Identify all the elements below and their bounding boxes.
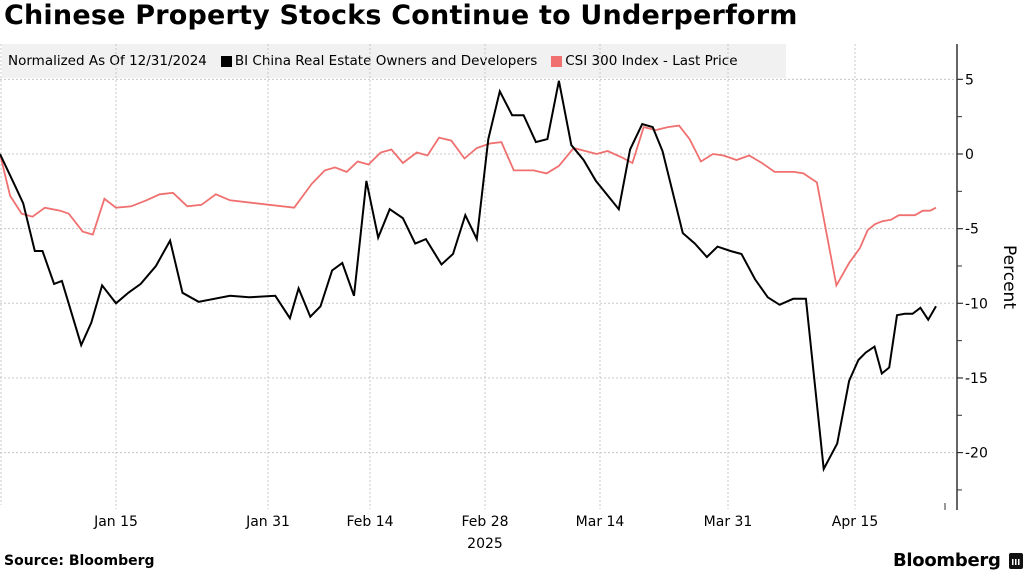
y-tick-label: -10	[965, 296, 988, 312]
x-tick-label: Apr 15	[832, 514, 878, 530]
x-tick-label: Jan 15	[93, 514, 138, 530]
legend-note: Normalized As Of 12/31/2024	[8, 53, 207, 69]
x-axis: Jan 15 Jan 31 Feb 14 Feb 28 Mar 14 Mar 31 Apr …	[93, 503, 946, 530]
legend: Normalized As Of 12/31/2024 BI China Rea…	[2, 44, 786, 78]
x-tick-label: Feb 28	[461, 514, 508, 530]
y-tick-label: 5	[965, 72, 974, 88]
x-tick-label: Mar 14	[576, 514, 625, 530]
legend-swatch-bi-china	[220, 55, 232, 67]
legend-label-csi300: CSI 300 Index - Last Price	[565, 53, 738, 69]
series-lines	[0, 80, 937, 473]
legend-item-bi-china: BI China Real Estate Owners and Develope…	[220, 53, 538, 69]
y-tick-label: -20	[965, 446, 988, 462]
legend-swatch-csi300	[551, 55, 563, 67]
bloomberg-chart-icon	[1008, 552, 1023, 569]
brand-name: Bloomberg	[893, 550, 1001, 571]
x-tick-label: Jan 31	[245, 514, 290, 530]
y-tick-label: -15	[965, 371, 988, 387]
y-axis-label: Percent	[999, 245, 1019, 309]
series-line-bi-china-real-estate	[0, 80, 937, 473]
y-tick-label: -5	[965, 222, 979, 238]
x-tick-label: Mar 31	[704, 514, 753, 530]
x-axis-year-label: 2025	[467, 536, 503, 552]
x-tick-label: Feb 14	[346, 514, 393, 530]
series-line-csi-300	[0, 124, 937, 288]
source-note: Source: Bloomberg	[4, 553, 155, 569]
chart-title: Chinese Property Stocks Continue to Unde…	[4, 0, 798, 31]
y-axis: 5 0 -5 -10 -15 -20	[956, 44, 988, 510]
gridlines	[0, 44, 957, 509]
brand-logo: Bloomberg	[893, 550, 1023, 571]
legend-item-csi300: CSI 300 Index - Last Price	[551, 53, 738, 69]
y-tick-label: 0	[965, 147, 974, 163]
legend-label-bi-china: BI China Real Estate Owners and Develope…	[234, 53, 538, 69]
